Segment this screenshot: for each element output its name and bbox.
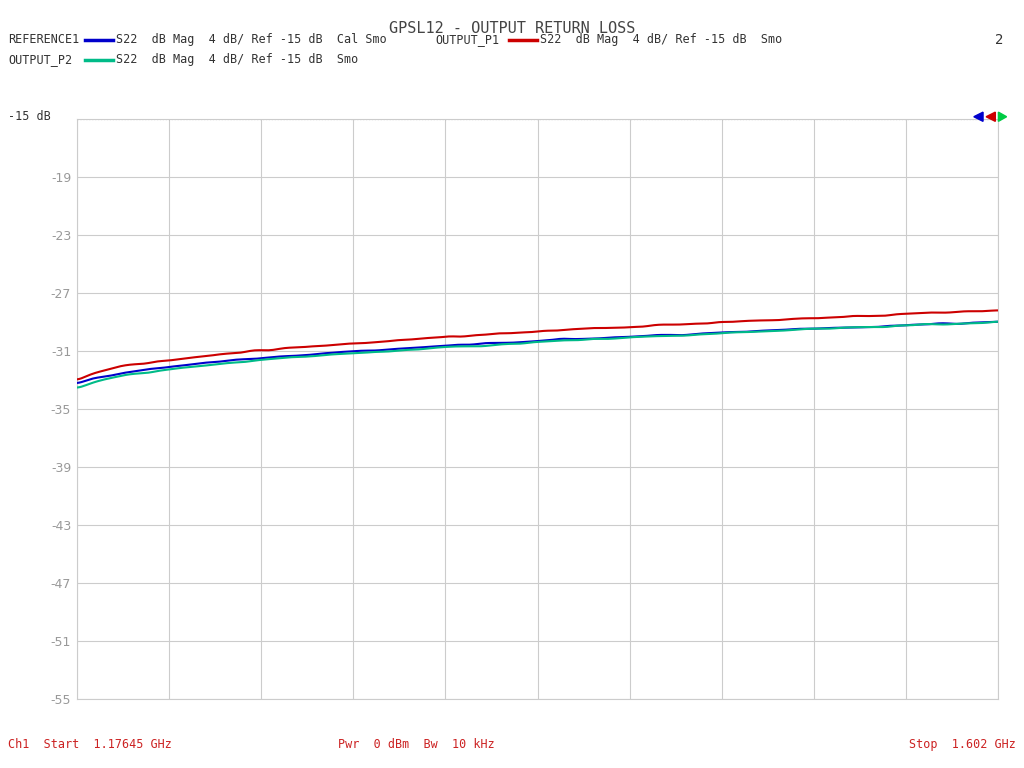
Text: S22  dB Mag  4 dB/ Ref -15 dB  Smo: S22 dB Mag 4 dB/ Ref -15 dB Smo [540, 34, 782, 46]
Text: S22  dB Mag  4 dB/ Ref -15 dB  Cal Smo: S22 dB Mag 4 dB/ Ref -15 dB Cal Smo [116, 34, 386, 46]
Text: Stop  1.602 GHz: Stop 1.602 GHz [909, 739, 1016, 751]
Text: OUTPUT_P2: OUTPUT_P2 [8, 54, 73, 66]
Text: 2: 2 [995, 33, 1004, 47]
Text: -15 dB: -15 dB [8, 111, 51, 123]
Text: OUTPUT_P1: OUTPUT_P1 [435, 34, 500, 46]
Text: Ch1  Start  1.17645 GHz: Ch1 Start 1.17645 GHz [8, 739, 172, 751]
Text: REFERENCE1: REFERENCE1 [8, 34, 80, 46]
Text: GPSL12 - OUTPUT RETURN LOSS: GPSL12 - OUTPUT RETURN LOSS [389, 21, 635, 36]
Text: S22  dB Mag  4 dB/ Ref -15 dB  Smo: S22 dB Mag 4 dB/ Ref -15 dB Smo [116, 54, 358, 66]
Text: Pwr  0 dBm  Bw  10 kHz: Pwr 0 dBm Bw 10 kHz [338, 739, 495, 751]
